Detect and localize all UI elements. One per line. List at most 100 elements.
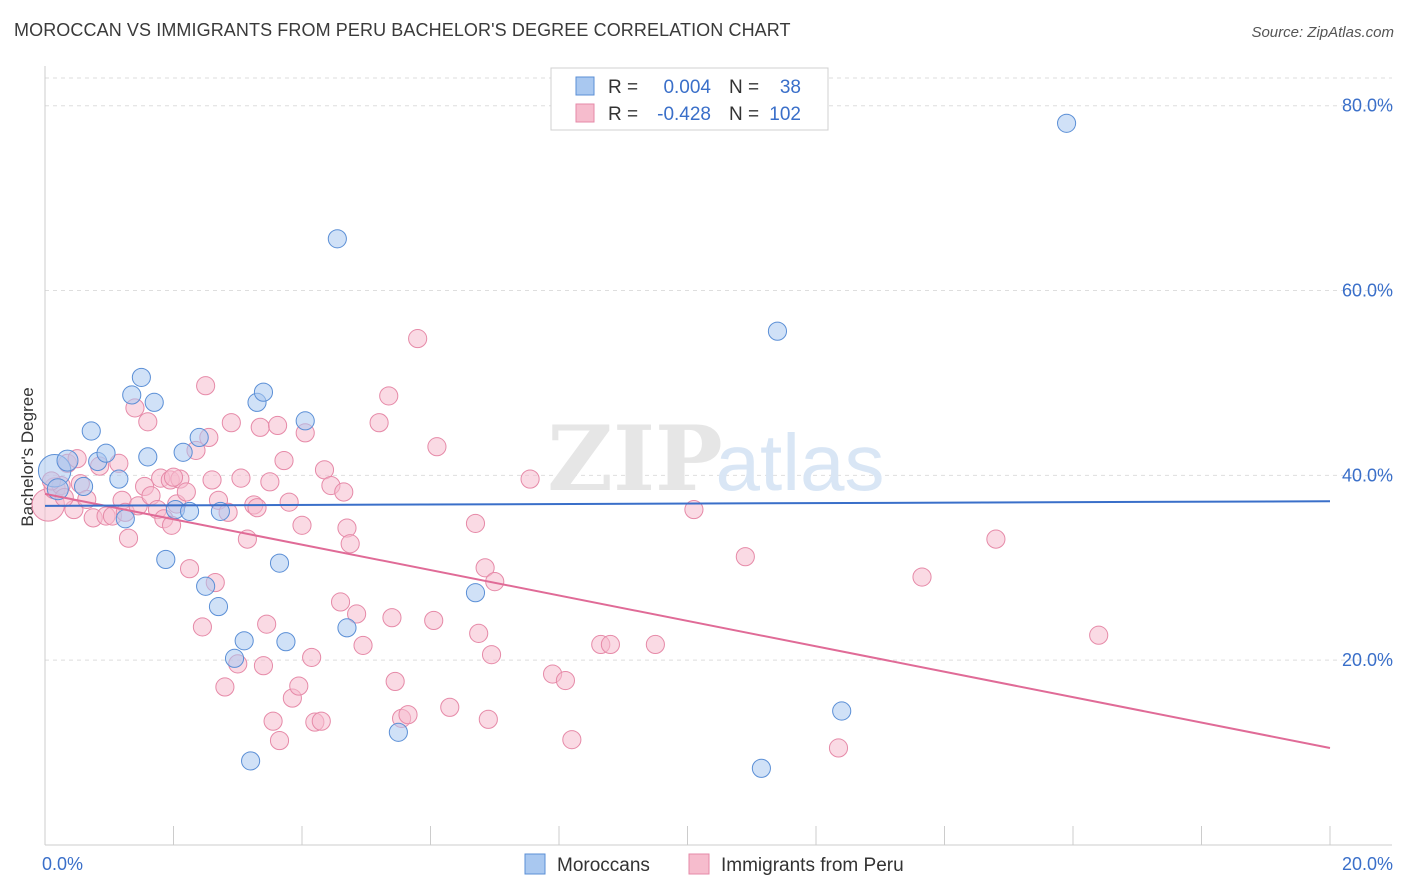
peru-point — [347, 604, 367, 624]
legend-swatch — [575, 76, 595, 96]
bottom-legend-label-peru: Immigrants from Peru — [721, 855, 904, 876]
chart-title: MOROCCAN VS IMMIGRANTS FROM PERU BACHELO… — [14, 20, 791, 40]
moroccan-point — [241, 751, 261, 771]
moroccan-point — [109, 469, 129, 489]
moroccan-point — [210, 501, 230, 521]
moroccan-point — [56, 449, 79, 472]
peru-point — [385, 671, 405, 692]
peru-point — [334, 482, 354, 502]
peru-point — [279, 492, 299, 512]
moroccan-point — [208, 597, 229, 617]
axes — [44, 66, 1392, 846]
peru-point — [478, 709, 498, 729]
peru-point — [555, 670, 575, 691]
moroccan-points — [37, 113, 1077, 778]
peru-point — [735, 547, 755, 567]
peru-point — [221, 413, 241, 433]
peru-point — [1089, 625, 1109, 645]
peru-point — [562, 730, 582, 750]
moroccan-point — [327, 229, 347, 249]
peru-point — [986, 529, 1006, 549]
peru-point — [645, 634, 665, 655]
y-tick-label: 20.0% — [1342, 650, 1393, 670]
peru-point — [202, 470, 222, 490]
peru-point — [600, 634, 620, 655]
peru-point — [138, 412, 158, 432]
gridlines — [45, 77, 1392, 661]
peru-point — [196, 376, 216, 396]
bottom-legend-swatch-moroccans — [524, 853, 546, 875]
x-tick-label: 20.0% — [1342, 854, 1393, 874]
moroccan-point — [253, 382, 274, 402]
legend-r-label: R = — [608, 77, 638, 98]
y-tick-label: 60.0% — [1342, 281, 1393, 301]
peru-point — [337, 518, 357, 538]
peru-point — [231, 468, 251, 488]
moroccan-point — [832, 701, 852, 721]
moroccan-point — [144, 392, 164, 412]
peru-point — [912, 567, 932, 587]
moroccan-point — [196, 576, 216, 596]
peru-point — [163, 467, 184, 487]
moroccan-point — [234, 631, 254, 651]
peru-point — [260, 472, 280, 492]
peru-point — [398, 705, 418, 725]
peru-point — [302, 647, 322, 667]
peru-point — [274, 451, 294, 471]
moroccan-point — [156, 549, 176, 570]
moroccan-point — [131, 367, 151, 387]
peru-point — [427, 437, 447, 457]
legend-n-value: 38 — [780, 77, 801, 98]
legend-n-label: N = — [729, 104, 759, 125]
peru-point — [424, 610, 444, 631]
moroccan-point — [81, 421, 101, 441]
peru-point — [440, 697, 460, 717]
peru-point — [263, 711, 283, 731]
legend-box — [550, 67, 829, 131]
peru-point — [192, 617, 212, 637]
moroccan-trend-line — [44, 500, 1331, 507]
peru-point — [269, 731, 290, 751]
peru-point — [215, 677, 235, 697]
peru-point — [176, 482, 196, 502]
moroccan-point — [388, 722, 408, 742]
legend-r-value: -0.428 — [657, 104, 711, 125]
source-label: Source: ZipAtlas.com — [1251, 24, 1394, 41]
y-tick-label: 40.0% — [1342, 465, 1393, 485]
bottom-legend-swatch-peru — [688, 853, 710, 875]
peru-point — [369, 413, 389, 433]
legend-n-label: N = — [729, 77, 759, 98]
watermark-atlas: atlas — [716, 418, 885, 507]
legend: R = 0.004 N = 38 R = -0.428 N = 102 — [550, 67, 829, 131]
moroccan-point — [276, 632, 296, 652]
peru-trend-line — [44, 492, 1331, 749]
peru-point — [684, 499, 704, 520]
moroccan-point — [1057, 113, 1077, 133]
moroccan-point — [295, 411, 315, 431]
peru-point — [330, 592, 351, 612]
moroccan-point — [179, 501, 200, 521]
peru-point — [828, 738, 849, 758]
peru-point — [465, 513, 486, 533]
moroccan-point — [751, 758, 771, 778]
peru-point — [475, 558, 495, 578]
moroccan-point — [115, 509, 135, 529]
moroccan-point — [189, 427, 209, 448]
moroccan-point — [269, 553, 290, 573]
trend-lines — [44, 492, 1331, 749]
watermark: ZIP atlas — [547, 406, 884, 512]
peru-point — [179, 559, 200, 579]
peru-point — [353, 635, 373, 655]
watermark-zip: ZIP — [547, 406, 722, 512]
legend-swatch — [575, 103, 595, 123]
moroccan-point — [337, 618, 357, 638]
bottom-legend: Moroccans Immigrants from Peru — [524, 853, 904, 876]
moroccan-point — [224, 648, 245, 668]
tick-labels: 20.0% 40.0% 60.0% 80.0% 0.0% 20.0% — [42, 96, 1393, 874]
peru-point — [481, 645, 502, 665]
legend-r-label: R = — [608, 104, 638, 125]
legend-r-value: 0.004 — [663, 77, 711, 98]
peru-point — [340, 534, 360, 554]
peru-point — [520, 469, 540, 489]
